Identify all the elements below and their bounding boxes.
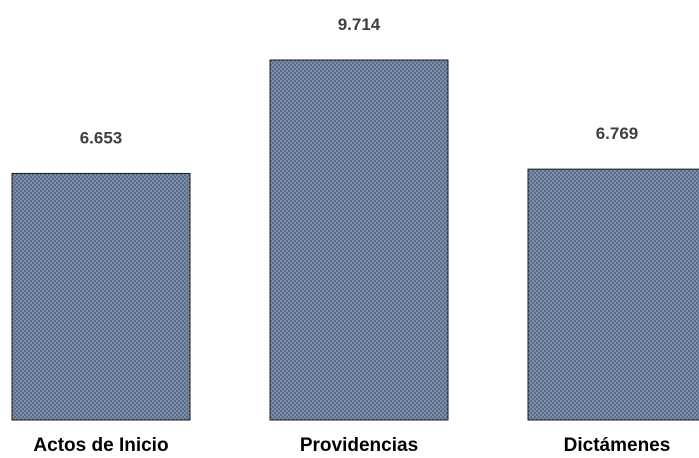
data-label: 6.769 bbox=[596, 124, 639, 143]
bar bbox=[269, 59, 449, 421]
category-label: Dictámenes bbox=[564, 435, 671, 456]
category-label: Actos de Inicio bbox=[33, 435, 168, 456]
category-label: Providencias bbox=[300, 435, 418, 456]
bar bbox=[11, 172, 191, 421]
plot-area: 6.653 Actos de Inicio 9.714 Providencias 6.7… bbox=[11, 15, 699, 456]
data-label: 6.653 bbox=[80, 128, 123, 147]
bar bbox=[527, 168, 699, 421]
data-label: 9.714 bbox=[338, 15, 381, 34]
